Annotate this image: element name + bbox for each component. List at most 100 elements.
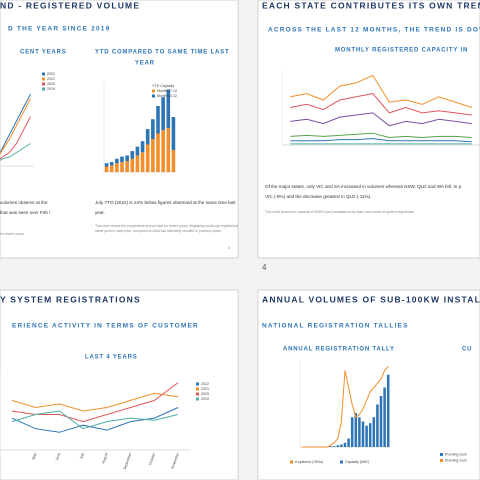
legend-label: Running Sum [445,452,467,456]
legend-label: 2021 [201,387,209,391]
slide-thumbnail[interactable] [0,0,239,259]
bar [166,128,171,172]
bar [171,117,176,150]
bar [350,417,354,447]
legend-label: 2019 [201,397,209,401]
series-line [11,382,179,423]
bar [166,89,171,128]
footnote: same point in each year, compared to wha… [95,229,222,233]
bar [120,156,124,163]
x-tick-label: November [171,452,181,470]
legend-label: Months 7-12 [157,89,177,93]
legend-label: 2019 [47,87,55,91]
slide: EACH STATE CONTRIBUTES ITS OWN TREND ACRO… [262,0,480,214]
legend-label: 2022 [201,382,209,386]
slide: ANNUAL VOLUMES OF SUB-100KW INSTAL NATION… [262,294,480,464]
slide-thumbnail[interactable] [257,0,480,259]
bar [115,163,119,172]
legend-swatch [340,460,343,464]
bar [120,162,124,172]
legend-title: YTD Capacity [152,84,174,88]
series-line [290,93,472,116]
body-text: July YTD (2022) is 24% below figures obs… [95,200,236,205]
bar [365,425,368,447]
bar [104,166,109,172]
x-tick-label: October [148,452,156,466]
legend-swatch [42,87,45,91]
chart-title: CU [462,347,472,353]
chart-title: YTD COMPARED TO SAME TIME LAST [95,50,229,56]
bar [156,106,160,134]
chart-title: ANNUAL REGISTRATION TALLY [283,347,395,353]
legend-label: Capacity (MW) [345,460,369,464]
series-line [11,407,179,433]
legend-swatch [196,382,199,386]
slide-subtitle: ACROSS THE LAST 12 MONTHS, THE TREND IS … [268,27,480,34]
bar [343,442,347,447]
slide: ND - REGISTERED VOLUME D THE YEAR SINCE 2… [0,0,238,250]
bar [161,97,165,131]
slide-title: Y SYSTEM REGISTRATIONS [0,294,141,304]
bar [125,161,129,172]
legend-label: 2022 [47,72,55,76]
bar [358,417,361,447]
slide-thumbnail[interactable] [257,289,480,480]
series-line [290,74,472,108]
bar [140,152,145,172]
legend-swatch [42,82,45,86]
footnote: for recent years. [0,232,25,236]
legend-swatch [196,387,199,391]
bar [332,446,336,447]
bar [145,144,150,172]
chart-title: CENT YEARS [20,50,67,56]
bar [336,445,340,447]
bar [171,150,176,172]
bar [347,438,350,447]
bar [340,444,343,447]
legend-swatch [42,72,45,76]
bar [115,158,119,164]
bar [130,151,135,159]
slide-subtitle: NATIONAL REGISTRATION TALLIES [262,323,409,330]
legend-swatch [290,460,293,464]
legend-label: Running Sum [445,458,467,462]
bar [151,139,155,172]
bar [386,374,390,447]
chart-title: LAST 4 YEARS [85,355,138,361]
bar [329,446,332,447]
legend-label: 2021 [47,77,55,81]
body-text: VIC (-8%) and the decrease greatest in Q… [265,194,371,199]
series-line [290,138,472,143]
slide-title: ANNUAL VOLUMES OF SUB-100KW INSTAL [262,294,480,304]
x-tick-label: August [101,452,109,464]
bar [156,133,160,172]
x-tick-label: May [31,452,37,460]
legend-swatch [196,397,199,401]
bar [125,155,129,161]
x-tick-label: September [123,452,133,471]
series-line [290,132,472,139]
legend-label: 2020 [47,82,55,86]
body-text: Of the major states, only VIC and SA inc… [265,184,462,189]
bar [140,141,145,153]
body-text: year. [95,210,105,215]
bar [109,165,114,172]
legend-swatch [42,77,45,81]
legend-label: Months 0-12 [157,94,177,98]
slide-number: 4 [262,263,267,272]
bar [376,404,379,447]
bar [104,163,109,167]
legend-label: 2020 [201,392,209,396]
series-line [11,392,179,412]
series-line [0,143,31,162]
series-line [11,410,179,430]
bar [151,119,155,139]
series-line [0,116,31,160]
legend-swatch [196,392,199,396]
bar [135,146,140,156]
series-line [290,112,472,127]
x-tick-label: June [55,452,61,461]
bar [372,417,376,447]
